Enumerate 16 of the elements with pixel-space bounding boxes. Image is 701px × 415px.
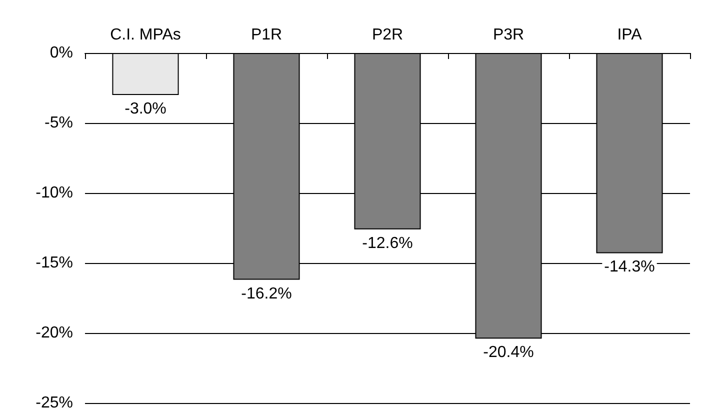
data-label: -12.6% (362, 234, 413, 252)
data-label: -3.0% (124, 100, 166, 118)
data-label: -16.2% (241, 285, 292, 302)
x-tick-label: P2R (372, 26, 404, 44)
x-tick-label: IPA (617, 26, 642, 44)
y-tick-label: -5% (44, 114, 73, 132)
x-tick-label: P3R (492, 26, 524, 44)
y-tick-label: -15% (36, 254, 73, 272)
y-tick-label: -10% (36, 184, 73, 202)
y-tick-label: -20% (36, 324, 73, 342)
x-tick-label: P1R (250, 26, 282, 44)
y-tick-label: 0% (50, 44, 73, 62)
data-label: -14.3% (604, 258, 655, 276)
data-label: -20.4% (483, 344, 534, 362)
x-tick-label: C.I. MPAs (110, 26, 181, 44)
y-tick-label: -25% (36, 394, 73, 412)
